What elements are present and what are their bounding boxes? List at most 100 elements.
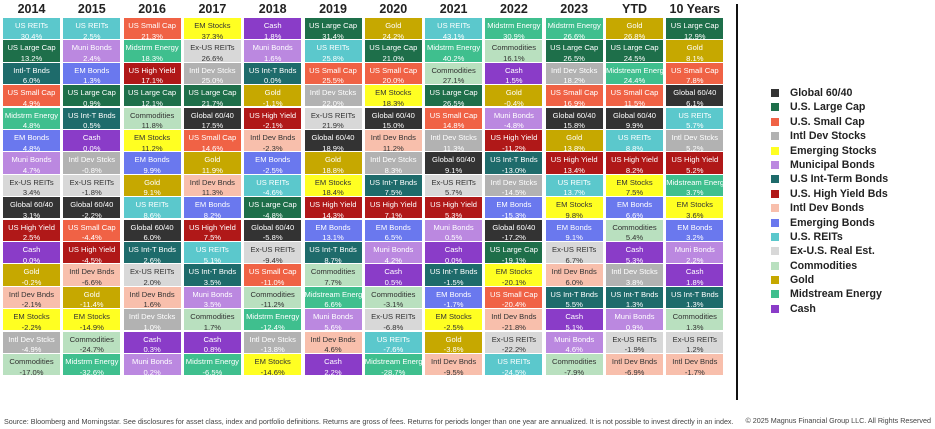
cell-return-value: 25.0% [201,76,224,84]
cell-asset-label: Global 60/40 [552,110,596,120]
return-cell-uslc: US Large Cap 21.0% [364,40,422,62]
cell-asset-label: Intl Dev Bnds [8,289,55,299]
cell-return-value: 1.3% [686,300,704,308]
return-cell-gold: Gold -3.8% [425,331,483,353]
cell-asset-label: Intl Dev Bnds [491,312,537,322]
cell-asset-label: Intl Dev Stcks [309,88,357,98]
cell-asset-label: Intl Dev Stcks [370,155,417,165]
cell-asset-label: EM Bonds [436,289,472,299]
cell-asset-label: Midstrm Energy [246,312,300,322]
cell-asset-label: Gold [204,155,221,165]
legend-label: Municipal Bonds [790,158,875,171]
return-cell-intldev: Intl Dev Stcks 18.2% [545,62,603,84]
cell-asset-label: EM Bonds [194,200,230,210]
cell-return-value: 5.7% [444,188,463,196]
return-cell-embd: EM Bonds 8.2% [183,197,241,219]
cell-return-value: 31.4% [322,31,344,40]
cell-asset-label: Global 60/40 [251,222,295,232]
cell-return-value: 1.3% [625,300,644,308]
return-cell-intlbd: Intl Dev Bnds -6.6% [63,264,121,286]
cell-asset-label: US Small Cap [490,289,538,299]
cell-return-value: 6.6% [625,210,644,219]
cell-return-value: -2.2% [21,322,42,331]
return-cell-ushy: US High Yield 7.5% [183,219,241,241]
cell-return-value: -1.8% [81,188,102,196]
cell-asset-label: Gold [445,334,462,344]
cell-return-value: 18.8% [322,165,344,174]
cell-asset-label: Global 60/40 [432,155,476,165]
return-cell-mid: Midstrm Energy 26.6% [545,18,603,40]
cell-asset-label: Ex-US REITs [491,334,537,344]
return-cell-g6040: Global 60/40 15.0% [364,107,422,129]
cell-asset-label: Intl Dev Stcks [189,65,236,75]
cell-return-value: -2.5% [262,165,283,174]
return-cell-intldev: Intl Dev Stcks -14.5% [485,174,543,196]
return-cell-em: EM Stocks -14.6% [244,354,302,376]
cell-asset-label: Intl Dev Bnds [310,334,356,344]
cell-asset-label: EM Bonds [616,200,653,210]
legend-item-ussc: U.S. Small Cap [771,115,931,129]
cell-return-value: 6.5% [384,233,402,241]
cell-return-value: 12.1% [141,98,163,107]
return-cell-g6040: Global 60/40 9.1% [425,152,483,174]
return-cell-comm: Commodities -24.7% [63,331,121,353]
cell-asset-label: US Int-T Bnds [429,267,478,277]
cell-return-value: 1.7% [203,322,222,331]
cell-asset-label: US Small Cap [67,222,116,232]
return-cell-ussc: US Small Cap 11.5% [606,85,663,107]
cell-return-value: 7.1% [384,210,402,219]
cell-return-value: 6.0% [22,76,41,84]
return-cell-mid: Midstream Energy -28.7% [364,354,422,376]
return-cell-intldev: Intl Dev Stcks -0.8% [63,152,121,174]
cell-return-value: 1.0% [143,322,161,331]
cell-return-value: 13.7% [563,188,585,196]
cell-return-value: 13.2% [20,53,43,62]
cell-asset-label: Cash [505,65,523,75]
cell-return-value: 25.8% [322,53,344,62]
cell-return-value: -1.9% [624,345,645,353]
legend-label: U.S Int-Term Bonds [790,173,889,186]
legend-swatch [771,103,779,112]
cell-return-value: 0.5% [444,233,463,241]
legend-item-g6040: Global 60/40 [771,86,931,100]
cell-asset-label: US REITs [618,133,651,142]
return-cell-em: EM Stocks -14.9% [63,309,121,331]
cell-return-value: 27.1% [442,76,465,84]
return-cell-cash: Cash 1.8% [666,264,724,286]
return-cell-g6040: Global 60/40 17.5% [183,107,241,129]
return-cell-em: EM Stocks 9.8% [545,197,603,219]
return-cell-em: EM Stocks 18.3% [364,85,422,107]
return-cell-muni: Muni Bonds 0.9% [606,309,663,331]
cell-return-value: 3.1% [22,210,41,219]
cell-asset-label: Muni Bonds [614,312,655,322]
cell-asset-label: EM Bonds [677,222,713,232]
cell-return-value: 8.1% [686,53,704,62]
cell-asset-label: Cash [203,334,222,344]
cell-return-value: 15.8% [563,121,585,129]
cell-asset-label: Global 60/40 [130,222,174,232]
cell-return-value: 22.0% [322,98,344,107]
cell-return-value: 3.8% [625,277,644,286]
return-cell-comm: Commodities 16.1% [485,40,543,62]
legend-item-intlbd: Intl Dev Bonds [771,201,931,215]
cell-return-value: -2.3% [262,143,283,152]
legend-divider [736,4,738,400]
return-cell-gold: Gold 18.8% [304,152,362,174]
return-cell-cash: Cash 0.0% [63,130,121,152]
cell-return-value: 5.3% [444,210,463,219]
cell-return-value: -17.2% [501,233,526,241]
cell-return-value: -1.7% [443,300,464,308]
cell-return-value: -2.5% [443,322,464,331]
return-cell-exreit: Ex-US REITs 5.7% [425,174,483,196]
year-header: 2014 [17,2,46,16]
cell-return-value: 0.2% [143,367,161,376]
return-cell-uslc: US Large Cap 21.7% [183,85,241,107]
cell-return-value: 9.8% [565,210,583,219]
return-cell-g6040: Global 60/40 9.9% [606,107,663,129]
cell-asset-label: US Int-T Bnds [248,65,297,75]
cell-asset-label: US Int-T Bnds [671,289,719,299]
cell-return-value: 25.5% [322,76,344,84]
return-cell-g6040: Global 60/40 -5.8% [244,219,302,241]
cell-asset-label: Cash [143,334,161,344]
cell-asset-label: EM Bonds [13,133,50,142]
